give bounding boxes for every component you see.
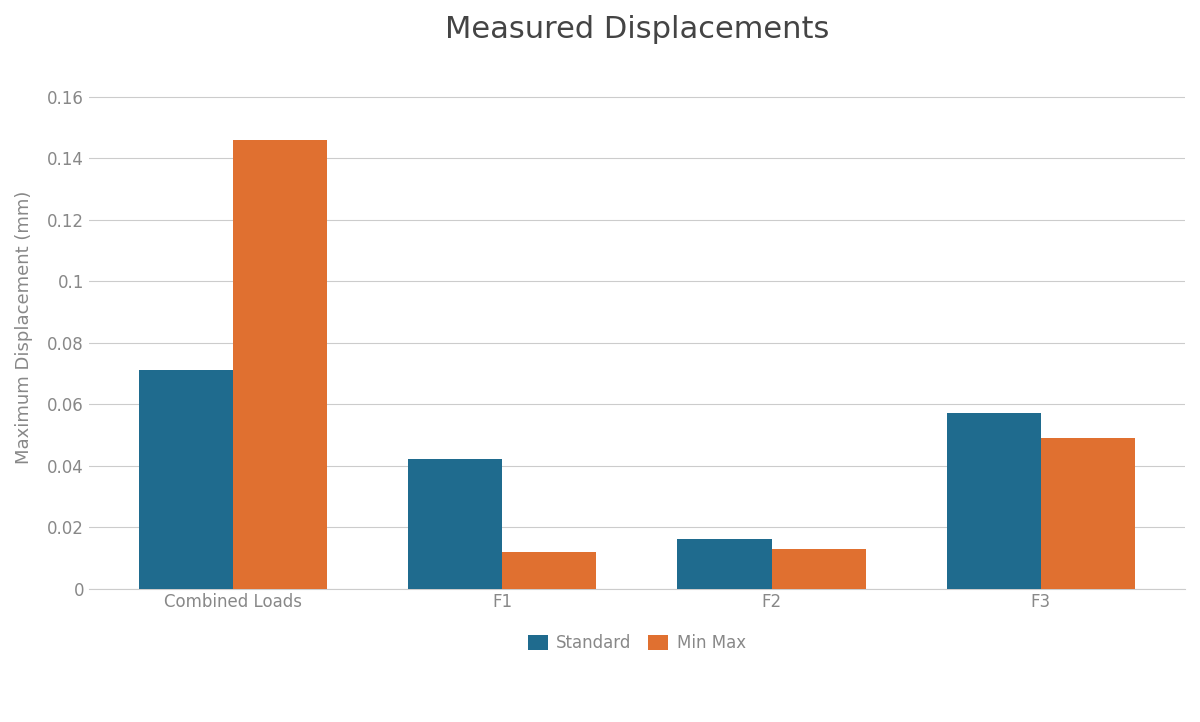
Bar [408, 459, 503, 588]
Title: Measured Displacements: Measured Displacements [445, 15, 829, 44]
Bar [947, 413, 1040, 588]
Bar [677, 539, 772, 588]
Bar [138, 370, 233, 588]
Bar [1040, 438, 1135, 588]
Bar [503, 552, 596, 588]
Y-axis label: Maximum Displacement (mm): Maximum Displacement (mm) [14, 191, 34, 464]
Bar [772, 549, 866, 588]
Legend: Standard, Min Max: Standard, Min Max [521, 627, 752, 658]
Bar [233, 139, 328, 588]
